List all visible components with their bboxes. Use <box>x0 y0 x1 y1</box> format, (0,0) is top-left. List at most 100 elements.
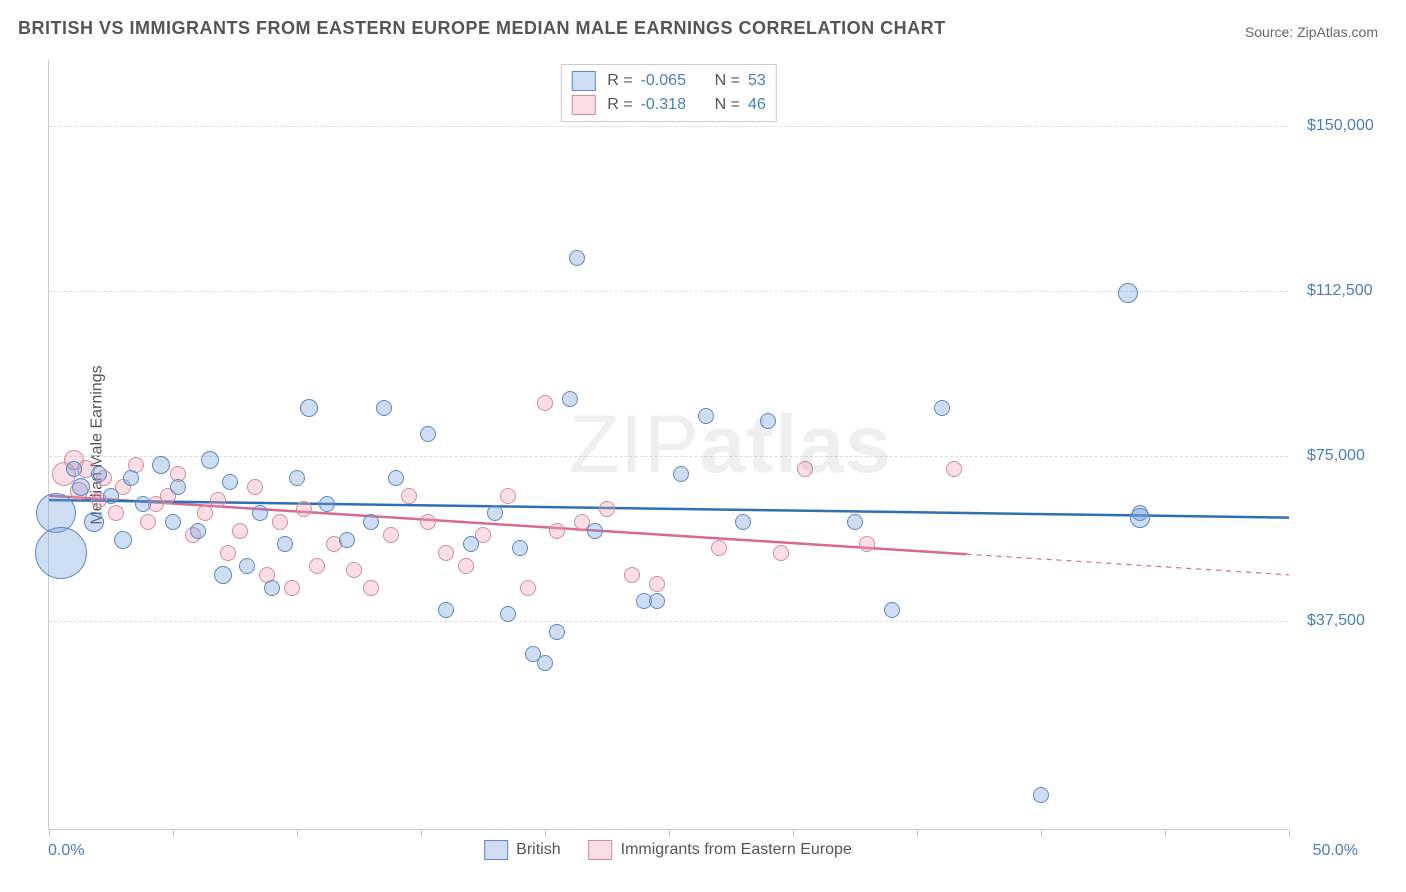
data-point-british <box>735 514 751 530</box>
legend-row-immigrants: R = -0.318 N = 46 <box>571 93 765 117</box>
data-point-british <box>84 512 104 532</box>
data-point-immigrants <box>420 514 436 530</box>
data-point-british <box>170 479 186 495</box>
swatch-immigrants <box>589 840 613 860</box>
data-point-immigrants <box>520 580 536 596</box>
data-point-immigrants <box>859 536 875 552</box>
data-point-british <box>152 456 170 474</box>
data-point-british <box>35 527 87 579</box>
data-point-british <box>252 505 268 521</box>
gridline <box>49 621 1288 622</box>
data-point-british <box>376 400 392 416</box>
source-attribution: Source: ZipAtlas.com <box>1245 24 1378 40</box>
data-point-immigrants <box>438 545 454 561</box>
data-point-british <box>569 250 585 266</box>
data-point-british <box>884 602 900 618</box>
data-point-british <box>264 580 280 596</box>
data-point-british <box>300 399 318 417</box>
x-tick <box>49 829 50 837</box>
r-label: R = <box>607 96 632 114</box>
legend-correlation-box: R = -0.065 N = 53 R = -0.318 N = 46 <box>560 64 776 122</box>
data-point-british <box>103 488 119 504</box>
data-point-british <box>934 400 950 416</box>
data-point-british <box>847 514 863 530</box>
x-tick <box>1165 829 1166 837</box>
legend-row-british: R = -0.065 N = 53 <box>571 69 765 93</box>
data-point-immigrants <box>946 461 962 477</box>
data-point-british <box>135 496 151 512</box>
gridline <box>49 456 1288 457</box>
data-point-british <box>1132 505 1148 521</box>
data-point-british <box>289 470 305 486</box>
data-point-british <box>388 470 404 486</box>
data-point-british <box>500 606 516 622</box>
data-point-british <box>190 523 206 539</box>
data-point-british <box>649 593 665 609</box>
gridline <box>49 291 1288 292</box>
data-point-immigrants <box>773 545 789 561</box>
data-point-immigrants <box>711 540 727 556</box>
data-point-british <box>339 532 355 548</box>
data-point-british <box>363 514 379 530</box>
x-tick <box>1041 829 1042 837</box>
x-tick <box>173 829 174 837</box>
chart-title: BRITISH VS IMMIGRANTS FROM EASTERN EUROP… <box>18 18 946 39</box>
data-point-british <box>549 624 565 640</box>
data-point-british <box>487 505 503 521</box>
x-tick <box>297 829 298 837</box>
legend-label-british: British <box>516 841 560 859</box>
legend-series: British Immigrants from Eastern Europe <box>484 840 852 860</box>
data-point-immigrants <box>309 558 325 574</box>
y-tick-label: $112,500 <box>1307 282 1373 300</box>
data-point-british <box>201 451 219 469</box>
data-point-immigrants <box>797 461 813 477</box>
data-point-british <box>277 536 293 552</box>
plot-area: ZIPatlas R = -0.065 N = 53 R = -0.318 N … <box>48 60 1288 830</box>
x-tick <box>545 829 546 837</box>
data-point-immigrants <box>549 523 565 539</box>
data-point-british <box>222 474 238 490</box>
data-point-british <box>91 466 107 482</box>
x-tick <box>1289 829 1290 837</box>
x-tick <box>793 829 794 837</box>
data-point-british <box>1118 283 1138 303</box>
data-point-immigrants <box>272 514 288 530</box>
n-value-british: 53 <box>748 72 766 90</box>
data-point-british <box>420 426 436 442</box>
source-link[interactable]: ZipAtlas.com <box>1297 24 1378 40</box>
data-point-british <box>760 413 776 429</box>
data-point-immigrants <box>108 505 124 521</box>
x-tick <box>917 829 918 837</box>
data-point-immigrants <box>284 580 300 596</box>
swatch-immigrants <box>571 95 595 115</box>
legend-label-immigrants: Immigrants from Eastern Europe <box>621 841 852 859</box>
r-value-british: -0.065 <box>641 72 697 90</box>
n-label: N = <box>715 72 740 90</box>
data-point-british <box>562 391 578 407</box>
data-point-immigrants <box>140 514 156 530</box>
data-point-british <box>66 461 82 477</box>
data-point-british <box>438 602 454 618</box>
data-point-british <box>319 496 335 512</box>
data-point-british <box>512 540 528 556</box>
x-min-label: 0.0% <box>48 842 84 860</box>
data-point-immigrants <box>500 488 516 504</box>
data-point-immigrants <box>537 395 553 411</box>
data-point-british <box>214 566 232 584</box>
data-point-british <box>698 408 714 424</box>
data-point-british <box>165 514 181 530</box>
data-point-immigrants <box>458 558 474 574</box>
data-point-immigrants <box>296 501 312 517</box>
data-point-british <box>1033 787 1049 803</box>
trend-lines-layer <box>49 60 1289 830</box>
data-point-immigrants <box>401 488 417 504</box>
swatch-british <box>571 71 595 91</box>
source-prefix: Source: <box>1245 24 1297 40</box>
data-point-immigrants <box>220 545 236 561</box>
data-point-british <box>463 536 479 552</box>
data-point-immigrants <box>624 567 640 583</box>
legend-item-immigrants: Immigrants from Eastern Europe <box>589 840 852 860</box>
y-tick-label: $150,000 <box>1307 117 1374 135</box>
plot-wrapper: Median Male Earnings ZIPatlas R = -0.065… <box>48 60 1288 830</box>
data-point-immigrants <box>197 505 213 521</box>
